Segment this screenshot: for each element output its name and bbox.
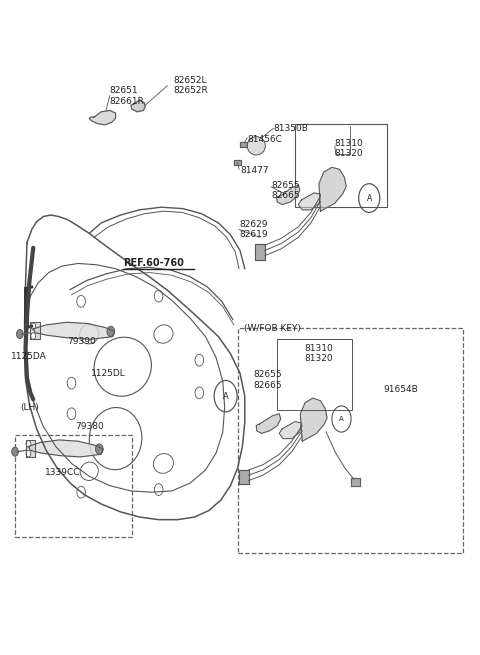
Text: 82652R: 82652R xyxy=(173,86,208,96)
Text: A: A xyxy=(339,416,344,422)
Polygon shape xyxy=(351,478,360,485)
Text: 82652L: 82652L xyxy=(173,76,206,85)
Text: 81320: 81320 xyxy=(335,149,363,158)
Text: 82655: 82655 xyxy=(271,181,300,189)
Text: 79380: 79380 xyxy=(75,422,104,432)
Circle shape xyxy=(31,333,36,339)
Text: 1339CC: 1339CC xyxy=(45,468,80,477)
Text: 1125DA: 1125DA xyxy=(11,352,47,362)
Text: 81310: 81310 xyxy=(335,139,363,147)
Polygon shape xyxy=(33,322,115,339)
Polygon shape xyxy=(276,185,300,204)
Polygon shape xyxy=(299,193,321,210)
Circle shape xyxy=(12,447,18,457)
Polygon shape xyxy=(89,111,116,125)
Text: (LH): (LH) xyxy=(20,403,38,412)
Polygon shape xyxy=(30,322,40,339)
Text: REF.60-760: REF.60-760 xyxy=(123,259,184,269)
Circle shape xyxy=(26,441,31,447)
Polygon shape xyxy=(28,440,103,457)
Circle shape xyxy=(96,444,103,455)
Text: 81310: 81310 xyxy=(305,344,334,353)
Text: 81456C: 81456C xyxy=(247,135,282,143)
Text: 82665: 82665 xyxy=(253,381,282,390)
Polygon shape xyxy=(300,398,327,441)
Text: 81477: 81477 xyxy=(240,166,269,175)
Text: 82655: 82655 xyxy=(253,370,282,379)
Text: 82665: 82665 xyxy=(271,191,300,200)
Text: 81320: 81320 xyxy=(305,354,333,364)
Ellipse shape xyxy=(247,137,265,155)
Text: 82651: 82651 xyxy=(110,86,138,96)
Circle shape xyxy=(26,451,31,457)
Polygon shape xyxy=(255,244,265,259)
Text: 79390: 79390 xyxy=(67,337,96,346)
Polygon shape xyxy=(319,168,346,211)
Text: 82619: 82619 xyxy=(239,230,268,239)
Polygon shape xyxy=(239,470,249,484)
Polygon shape xyxy=(234,160,241,166)
Text: 1125DL: 1125DL xyxy=(91,369,125,378)
Bar xyxy=(15,436,132,536)
Text: (W/FOB KEY): (W/FOB KEY) xyxy=(244,324,300,333)
Circle shape xyxy=(16,329,23,339)
Text: 91654B: 91654B xyxy=(384,385,419,394)
Polygon shape xyxy=(25,440,35,457)
Circle shape xyxy=(31,323,36,329)
Bar xyxy=(238,328,463,553)
Text: 82661R: 82661R xyxy=(110,97,144,106)
Text: 81350B: 81350B xyxy=(274,124,308,133)
Polygon shape xyxy=(131,100,145,112)
Text: A: A xyxy=(223,392,228,401)
Circle shape xyxy=(107,326,115,337)
Text: 82629: 82629 xyxy=(239,219,267,229)
Polygon shape xyxy=(256,414,281,434)
Polygon shape xyxy=(279,422,301,439)
Text: A: A xyxy=(367,194,372,202)
Polygon shape xyxy=(240,142,247,147)
